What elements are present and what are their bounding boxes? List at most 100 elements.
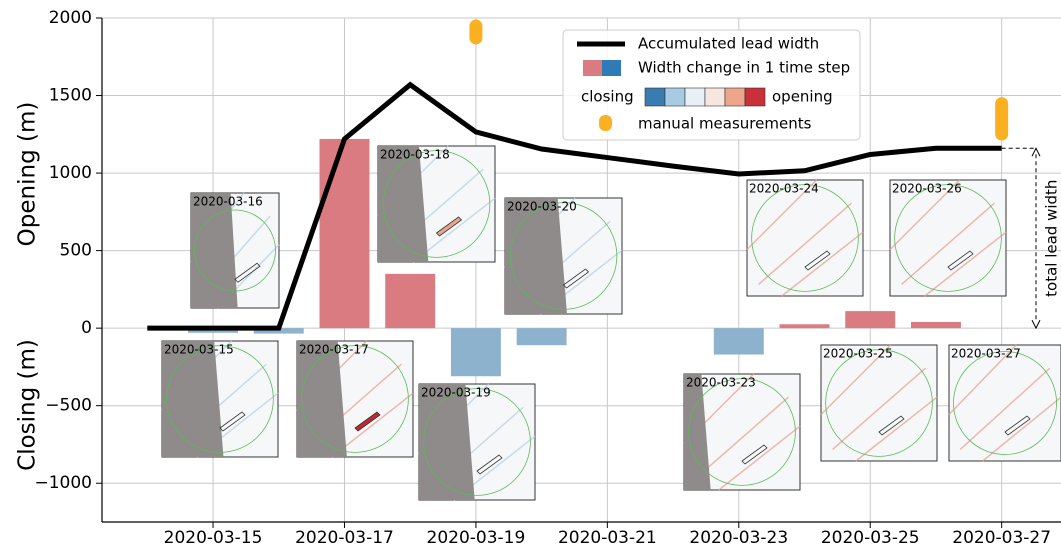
bar [779, 324, 830, 329]
x-tick-label: 2020-03-15 [164, 528, 263, 545]
bar [910, 321, 961, 329]
inset-streak [982, 396, 1061, 462]
y-tick-label: −1000 [34, 473, 92, 493]
line [147, 81, 1002, 331]
legend-label: Width change in 1 time step [638, 59, 850, 77]
x-tick-label: 2020-03-25 [821, 528, 920, 545]
inset-nodata [162, 341, 224, 457]
inset-lead [562, 268, 590, 289]
inset-nodata [684, 374, 711, 490]
inset-lead [219, 411, 246, 432]
x-tick-label: 2020-03-17 [295, 528, 394, 545]
inset-lead [804, 250, 831, 271]
inset-nodata [505, 198, 568, 314]
inset: 2020-03-15 [161, 340, 279, 458]
inset-label: 2020-03-27 [951, 347, 1021, 361]
inset-streak [695, 396, 789, 479]
colorbar-label: closing [581, 88, 634, 106]
bar [450, 328, 501, 377]
inset-circle [953, 351, 1057, 455]
inset-streak [781, 231, 864, 297]
bar [516, 328, 567, 346]
legend-label: Accumulated lead width [638, 35, 819, 53]
inset-label: 2020-03-18 [380, 148, 450, 162]
inset-circle [894, 184, 1002, 292]
inset-label: 2020-03-26 [892, 182, 962, 196]
legend: Accumulated lead width Width change in 1 … [562, 29, 861, 141]
legend-swatch [599, 115, 612, 131]
inset: 2020-03-23 [683, 373, 801, 491]
x-tick-label: 2020-03-27 [952, 528, 1051, 545]
inset: 2020-03-20 [504, 197, 623, 315]
inset-lead [1004, 415, 1031, 436]
inset-nodata [378, 146, 429, 262]
legend-box [562, 29, 861, 141]
y-tick-label: −500 [45, 396, 92, 416]
inset-circle [688, 378, 796, 486]
inset: 2020-03-26 [889, 179, 1007, 297]
inset: 2020-03-19 [418, 383, 536, 501]
inset-circle [825, 349, 933, 457]
inset: 2020-03-27 [948, 344, 1061, 462]
inset-lead [476, 454, 503, 475]
inset-streak [832, 367, 926, 450]
inset-circle [423, 388, 531, 496]
inset: 2020-03-18 [377, 145, 496, 263]
inset-streak [901, 202, 995, 285]
annotation: total lead width [1043, 180, 1061, 297]
colorbar-swatch [664, 87, 686, 107]
inset-circle [509, 202, 618, 310]
inset-circle [382, 150, 491, 258]
inset-nodata [191, 193, 238, 308]
bar [319, 138, 370, 329]
inset-streak [746, 179, 818, 251]
inset-label: 2020-03-25 [823, 347, 893, 361]
inset-label: 2020-03-19 [421, 386, 491, 400]
legend-swatch [602, 60, 621, 76]
manual-measurement [469, 19, 483, 45]
y-tick-label: 1000 [49, 163, 92, 183]
y-axis-label: Closing (m) [15, 339, 41, 471]
inset-label: 2020-03-24 [749, 182, 819, 196]
inset-streak [959, 367, 1051, 450]
bar [845, 311, 896, 329]
inset-label: 2020-03-17 [299, 343, 369, 357]
inset-lead [878, 415, 905, 436]
x-tick-label: 2020-03-23 [689, 528, 788, 545]
colorbar-label: opening [772, 88, 833, 106]
x-tick-label: 2020-03-19 [427, 528, 526, 545]
inset-streak [820, 344, 892, 416]
inset-lead [435, 216, 463, 237]
x-tick-label: 2020-03-21 [558, 528, 657, 545]
inset: 2020-03-24 [746, 179, 864, 297]
inset-streak [718, 425, 801, 491]
inset-streak [758, 202, 852, 285]
colorbar-swatch [684, 87, 706, 107]
inset-nodata [297, 341, 347, 457]
inset-label: 2020-03-15 [164, 343, 234, 357]
arrow-head [1031, 147, 1041, 157]
inset-nodata [419, 384, 475, 500]
bar [253, 328, 304, 334]
y-tick-label: 1500 [49, 86, 92, 106]
inset-label: 2020-03-16 [193, 195, 263, 209]
inset-circle [301, 345, 409, 453]
y-tick-label: 500 [60, 241, 92, 261]
legend-label: manual measurements [638, 115, 812, 133]
arrow-head [1031, 319, 1041, 330]
inset: 2020-03-25 [820, 344, 938, 462]
inset-lead [741, 444, 768, 465]
y-axis-label: Opening (m) [15, 102, 41, 247]
inset: 2020-03-16 [190, 192, 280, 309]
colorbar-swatch [744, 87, 766, 107]
inset-streak [889, 179, 961, 251]
inset-label: 2020-03-23 [686, 376, 756, 390]
inset-streak [924, 231, 1007, 297]
legend-swatch [583, 60, 602, 76]
inset-streak [855, 396, 938, 462]
y-tick-label: 0 [81, 318, 92, 338]
bar [385, 273, 436, 329]
inset-lead [947, 250, 974, 271]
inset-lead [234, 262, 261, 283]
